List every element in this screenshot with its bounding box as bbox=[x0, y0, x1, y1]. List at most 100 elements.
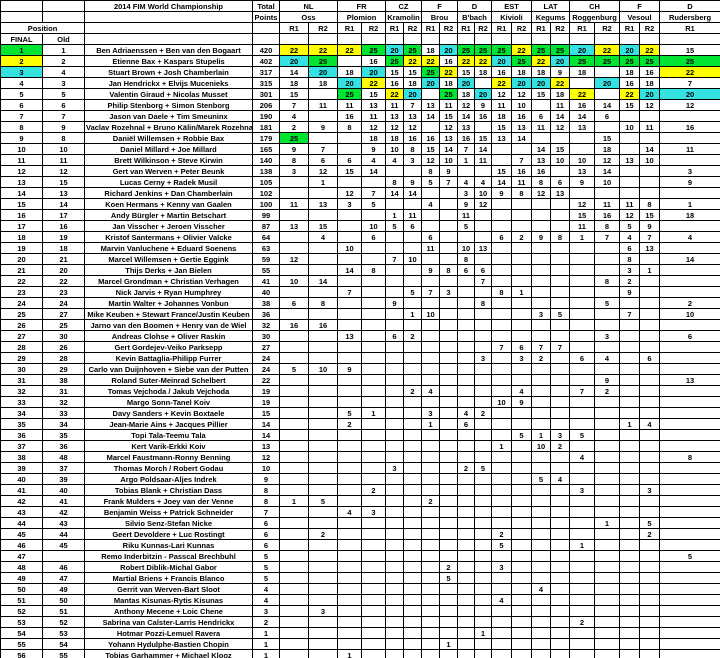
result-cell bbox=[550, 550, 571, 562]
result-cell: 11 bbox=[569, 220, 596, 232]
team-name-cell: Geert Devoldere + Luc Rostingt bbox=[84, 528, 253, 540]
result-cell: 7 bbox=[511, 154, 533, 166]
total-label: Total bbox=[252, 0, 280, 12]
result-cell bbox=[421, 341, 440, 353]
result-cell bbox=[491, 264, 513, 276]
result-cell bbox=[569, 242, 596, 254]
result-cell bbox=[569, 264, 596, 276]
result-cell bbox=[639, 132, 661, 144]
result-cell bbox=[531, 616, 552, 628]
result-cell: 5 bbox=[511, 429, 533, 441]
result-cell bbox=[279, 264, 309, 276]
result-cell bbox=[308, 407, 338, 419]
final-position-cell: 27 bbox=[0, 330, 43, 342]
result-cell bbox=[531, 594, 552, 606]
result-cell bbox=[337, 374, 362, 386]
result-cell: 11 bbox=[361, 110, 386, 122]
result-cell bbox=[337, 220, 362, 232]
result-cell: 15 bbox=[491, 165, 513, 177]
result-cell: 16 bbox=[639, 66, 661, 78]
final-position-cell: 31 bbox=[0, 374, 43, 386]
result-cell bbox=[491, 385, 513, 397]
result-cell bbox=[337, 638, 362, 650]
result-cell: 7 bbox=[550, 341, 571, 353]
result-cell: 8 bbox=[550, 231, 571, 243]
points-cell: 190 bbox=[252, 110, 280, 122]
points-cell: 27 bbox=[252, 341, 280, 353]
result-cell bbox=[308, 374, 338, 386]
result-cell bbox=[491, 220, 513, 232]
result-cell bbox=[594, 440, 621, 452]
result-cell: 5 bbox=[473, 462, 493, 474]
table-row: 23 23 Nick Jarvis + Ryan Humphrey 40 7 5 7 3 8 1 9 bbox=[0, 286, 720, 298]
final-position-cell: 19 bbox=[0, 242, 43, 254]
old-position-cell: 21 bbox=[42, 253, 85, 265]
result-cell: 8 bbox=[594, 220, 621, 232]
result-cell bbox=[421, 649, 440, 658]
result-cell bbox=[421, 297, 440, 309]
result-cell: 7 bbox=[594, 231, 621, 243]
result-cell: 18 bbox=[659, 209, 720, 221]
result-cell: 7 bbox=[308, 143, 338, 155]
result-cell bbox=[403, 550, 422, 562]
result-cell bbox=[511, 616, 533, 628]
result-cell bbox=[594, 473, 621, 485]
team-name-cell: Carlo van Duijnhoven + Siebe van der Put… bbox=[84, 363, 253, 375]
corner-cell bbox=[569, 33, 596, 45]
table-row: 5 5 Valentin Giraud + Nicolas Musset 301 15 2… bbox=[0, 88, 720, 100]
result-cell: 11 bbox=[659, 143, 720, 155]
result-cell: 22 bbox=[473, 55, 493, 67]
result-cell: 5 bbox=[308, 495, 338, 507]
points-cell: 5 bbox=[252, 561, 280, 573]
result-cell bbox=[594, 572, 621, 584]
result-cell bbox=[473, 440, 493, 452]
result-cell bbox=[337, 451, 362, 463]
table-row: 41 40 Tobias Blank + Christian Dass 8 2 3 3 bbox=[0, 484, 720, 496]
result-cell: 9 bbox=[403, 176, 422, 188]
result-cell: 15 bbox=[659, 44, 720, 56]
result-cell: 14 bbox=[569, 110, 596, 122]
result-cell: 8 bbox=[361, 264, 386, 276]
result-cell: 18 bbox=[550, 88, 571, 100]
result-cell bbox=[511, 627, 533, 639]
result-cell bbox=[473, 583, 493, 595]
result-cell bbox=[659, 352, 720, 364]
old-position-cell: 11 bbox=[42, 154, 85, 166]
result-cell: 20 bbox=[550, 55, 571, 67]
result-cell: 18 bbox=[385, 132, 404, 144]
result-cell bbox=[550, 297, 571, 309]
result-cell: 10 bbox=[659, 308, 720, 320]
result-cell: 3 bbox=[421, 407, 440, 419]
result-cell: 9 bbox=[639, 220, 661, 232]
result-cell bbox=[439, 429, 458, 441]
result-cell: 25 bbox=[659, 55, 720, 67]
result-cell bbox=[361, 462, 386, 474]
result-cell bbox=[569, 407, 596, 419]
result-cell bbox=[439, 209, 458, 221]
result-cell bbox=[473, 506, 493, 518]
result-cell bbox=[594, 121, 621, 133]
result-cell bbox=[403, 605, 422, 617]
result-cell: 7 bbox=[439, 176, 458, 188]
result-cell bbox=[491, 407, 513, 419]
result-cell: 15 bbox=[619, 99, 641, 111]
result-cell: 14 bbox=[308, 275, 338, 287]
result-cell: 6 bbox=[619, 242, 641, 254]
team-name-cell: Kert Varik-Erkki Koiv bbox=[84, 440, 253, 452]
result-cell: 25 bbox=[473, 44, 493, 56]
result-cell bbox=[308, 484, 338, 496]
result-cell bbox=[639, 649, 661, 658]
result-cell: 16 bbox=[594, 209, 621, 221]
result-cell bbox=[569, 528, 596, 540]
final-position-cell: 41 bbox=[0, 484, 43, 496]
result-cell bbox=[439, 187, 458, 199]
result-cell: 1 bbox=[403, 308, 422, 320]
points-cell: 38 bbox=[252, 297, 280, 309]
result-cell bbox=[337, 55, 362, 67]
result-cell bbox=[337, 495, 362, 507]
result-cell bbox=[511, 198, 533, 210]
points-cell: 301 bbox=[252, 88, 280, 100]
result-cell: 6 bbox=[457, 264, 475, 276]
points-cell: 15 bbox=[252, 407, 280, 419]
old-position-cell: 1 bbox=[42, 44, 85, 56]
